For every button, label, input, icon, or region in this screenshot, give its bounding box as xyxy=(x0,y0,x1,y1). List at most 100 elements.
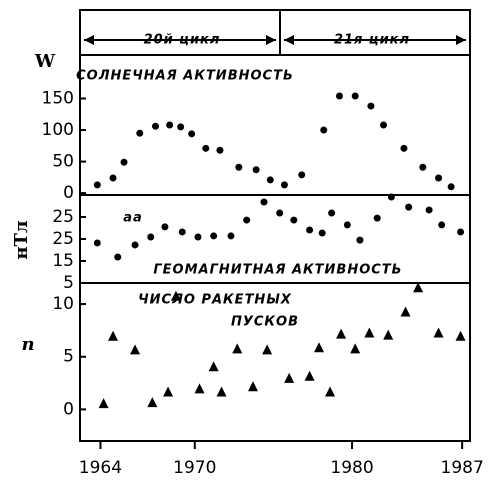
marker xyxy=(350,343,361,354)
marker xyxy=(194,233,202,241)
marker xyxy=(93,181,101,189)
marker xyxy=(208,361,219,372)
y-tick-label: 5 xyxy=(63,347,74,367)
marker xyxy=(314,342,325,353)
arrow-heads xyxy=(84,35,466,45)
marker xyxy=(336,328,347,339)
marker xyxy=(457,228,465,236)
marker xyxy=(109,174,117,182)
marker xyxy=(166,121,174,129)
marker xyxy=(280,181,288,189)
marker xyxy=(304,370,315,381)
marker xyxy=(252,166,260,174)
marker xyxy=(130,344,141,355)
marker xyxy=(161,223,169,231)
annotation: ГЕОМАГНИТНАЯ АКТИВНОСТЬ xyxy=(153,263,402,278)
y-axis-label: W xyxy=(34,51,56,72)
marker xyxy=(400,306,411,317)
marker xyxy=(216,386,227,397)
marker xyxy=(178,228,186,236)
annotation: 20й цикл xyxy=(144,33,221,48)
marker xyxy=(405,203,413,211)
marker xyxy=(447,183,455,191)
marker xyxy=(93,239,101,247)
marker xyxy=(266,176,274,184)
marker xyxy=(202,144,210,152)
marker xyxy=(325,386,336,397)
marker xyxy=(147,233,155,241)
marker xyxy=(433,327,444,338)
y-tick-label: 10 xyxy=(52,294,74,314)
marker xyxy=(262,344,273,355)
marker xyxy=(380,121,388,129)
y-axis-label: n xyxy=(21,334,34,355)
marker xyxy=(114,253,122,261)
marker xyxy=(194,383,205,394)
marker xyxy=(235,163,243,171)
marker xyxy=(320,126,328,134)
marker xyxy=(276,209,284,217)
marker xyxy=(136,129,144,137)
marker xyxy=(306,226,314,234)
marker xyxy=(188,130,196,138)
marker xyxy=(356,236,364,244)
x-tick-label: 1964 xyxy=(79,458,122,478)
marker xyxy=(413,282,424,293)
marker xyxy=(170,290,181,301)
frame xyxy=(79,9,471,442)
y-tick-label: 0 xyxy=(63,183,74,203)
x-tick-label: 1987 xyxy=(441,458,484,478)
y-tick-label: 150 xyxy=(42,89,74,109)
marker xyxy=(364,327,375,338)
marker xyxy=(108,330,119,341)
marker xyxy=(290,216,298,224)
marker xyxy=(435,174,443,182)
annotation: СОЛНЕЧНАЯ АКТИВНОСТЬ xyxy=(76,69,294,84)
marker xyxy=(120,158,128,166)
marker xyxy=(400,144,408,152)
marker xyxy=(210,232,218,240)
annotation: ЧИСЛО РАКЕТНЫХ xyxy=(138,293,292,308)
marker xyxy=(419,163,427,171)
marker xyxy=(147,397,158,408)
y-axis-label: нТл xyxy=(11,220,32,260)
marker xyxy=(455,330,466,341)
marker xyxy=(367,102,375,110)
marker xyxy=(318,229,326,237)
marker xyxy=(216,146,224,154)
marker xyxy=(151,122,159,130)
marker xyxy=(232,343,243,354)
marker xyxy=(260,198,268,206)
y-tick-label: 15 xyxy=(52,251,74,271)
marker xyxy=(177,123,185,131)
marker xyxy=(98,398,109,409)
marker xyxy=(387,193,395,201)
marker xyxy=(284,372,295,383)
marker xyxy=(425,206,433,214)
marker xyxy=(298,171,306,179)
marker xyxy=(343,221,351,229)
x-tick-label: 1970 xyxy=(173,458,216,478)
annotation: 21я цикл xyxy=(334,33,410,48)
marker xyxy=(438,221,446,229)
y-tick-label: 5 xyxy=(63,273,74,293)
annotation: ПУСКОВ xyxy=(231,315,299,330)
marker xyxy=(163,386,174,397)
marker xyxy=(383,329,394,340)
marker xyxy=(247,381,258,392)
marker xyxy=(373,214,381,222)
marker xyxy=(351,92,359,100)
y-tick-label: 25 xyxy=(52,207,74,227)
y-tick-label: 0 xyxy=(63,399,74,419)
marker xyxy=(328,209,336,217)
x-tick-label: 1980 xyxy=(330,458,373,478)
y-tick-label: 50 xyxy=(52,152,74,172)
y-tick-label: 100 xyxy=(42,120,74,140)
marker xyxy=(131,241,139,249)
marker xyxy=(227,232,235,240)
marker xyxy=(243,216,251,224)
marker xyxy=(335,92,343,100)
y-tick-label: 25 xyxy=(52,229,74,249)
annotation: аа xyxy=(123,211,143,226)
